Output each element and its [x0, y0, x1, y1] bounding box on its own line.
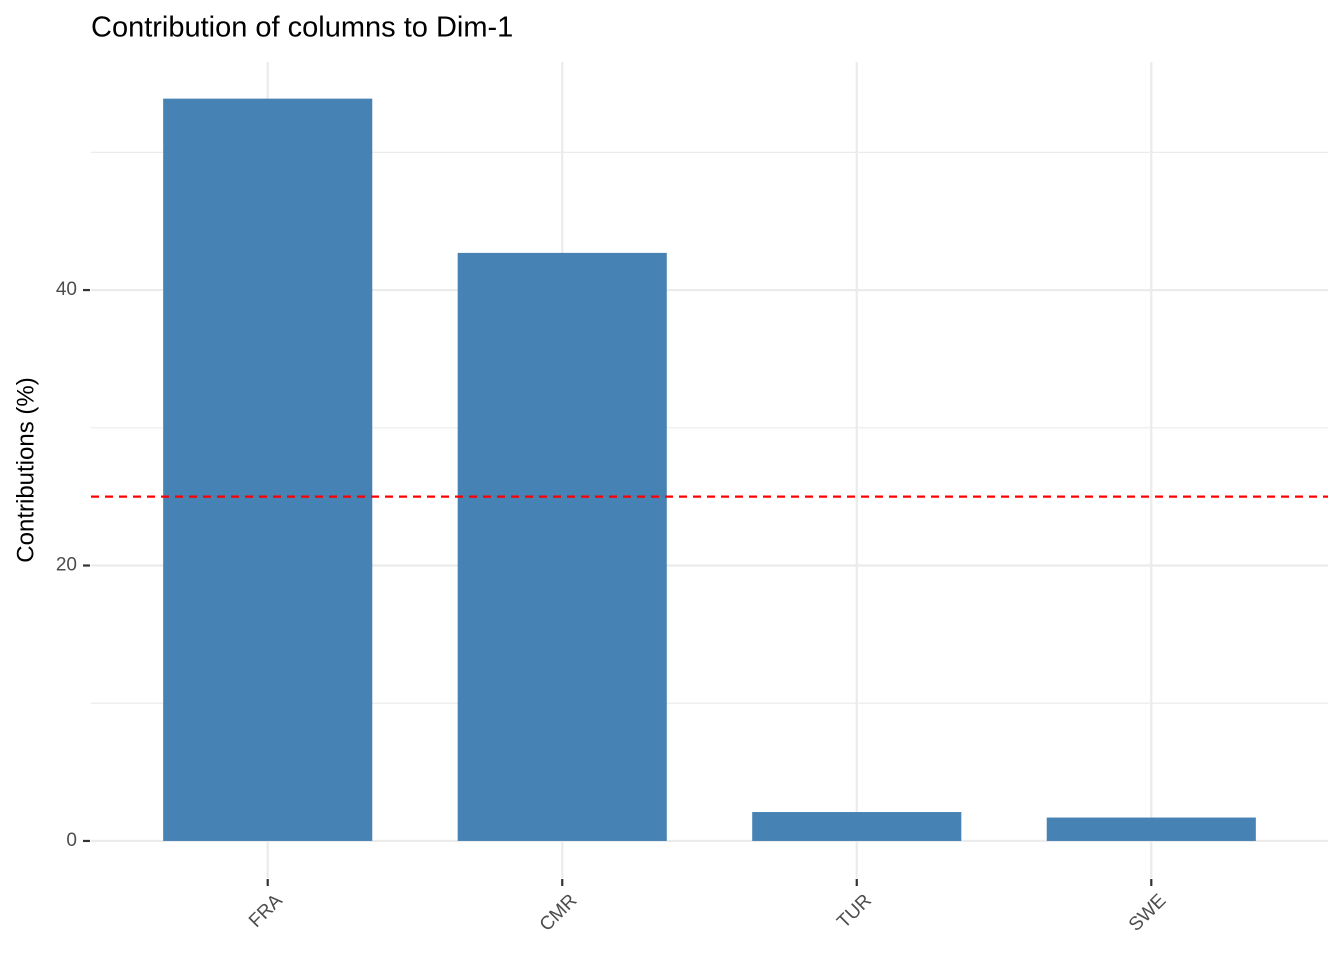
x-tick-label: FRA: [245, 890, 287, 932]
y-axis-label: Contributions (%): [12, 377, 39, 562]
x-tick-label: CMR: [536, 890, 581, 935]
y-tick-label: 40: [56, 279, 77, 300]
bar: [752, 812, 962, 841]
x-tick-label: SWE: [1125, 890, 1170, 935]
bar: [163, 98, 373, 841]
bar: [457, 252, 667, 841]
bar: [1046, 817, 1256, 841]
x-tick-label: TUR: [833, 890, 875, 932]
chart-title: Contribution of columns to Dim-1: [91, 12, 513, 44]
y-tick-label: 20: [56, 555, 77, 576]
y-tick-label: 0: [66, 830, 77, 851]
